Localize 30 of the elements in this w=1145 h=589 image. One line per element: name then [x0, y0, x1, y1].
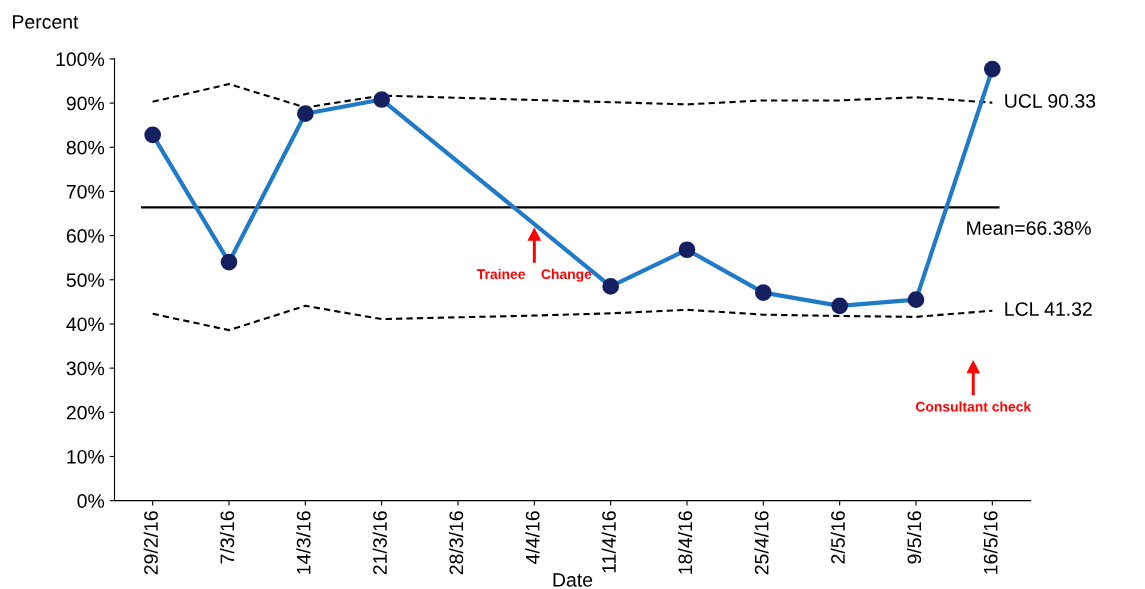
x-tick-label: 21/3/16 [372, 511, 387, 575]
y-tick-label: 60% [66, 229, 105, 243]
x-tick-label: 14/3/16 [296, 511, 311, 574]
y-tick-label: 90% [66, 96, 105, 111]
y-tick-label: 30% [66, 361, 105, 376]
x-axis-title: Date [553, 573, 593, 587]
x-tick-label: 18/4/16 [677, 511, 693, 574]
x-tick-label: 25/4/16 [754, 511, 769, 575]
x-tick-label: 16/5/16 [983, 511, 998, 574]
y-tick-label: 20% [66, 405, 105, 420]
series-label: LCL 41.32 [1005, 302, 1092, 316]
y-tick-label: 80% [66, 140, 105, 155]
y-tick-label: 50% [66, 273, 105, 288]
x-tick-label: 28/3/16 [448, 511, 464, 575]
y-tick-label: 10% [67, 449, 105, 464]
y-tick-label: 70% [66, 184, 105, 199]
x-tick-label: 2/5/16 [830, 511, 845, 564]
series-label: UCL 90.33 [1005, 94, 1096, 108]
y-tick-label: 0% [77, 494, 105, 508]
x-tick-label: 29/2/16 [143, 511, 158, 575]
annotation: Consultant check [915, 401, 1032, 412]
x-tick-label: 11/4/16 [601, 511, 616, 573]
annotation: Trainee Change [476, 268, 592, 282]
y-tick-label: 40% [66, 317, 105, 332]
ref-line-label: Mean=66.38% [967, 221, 1091, 235]
y-axis-title: Percent [13, 15, 79, 29]
x-tick-label: 4/4/16 [525, 511, 540, 564]
x-tick-label: 9/5/16 [906, 511, 922, 564]
x-tick-label: 7/3/16 [219, 511, 235, 564]
y-tick-label: 100% [56, 52, 105, 67]
